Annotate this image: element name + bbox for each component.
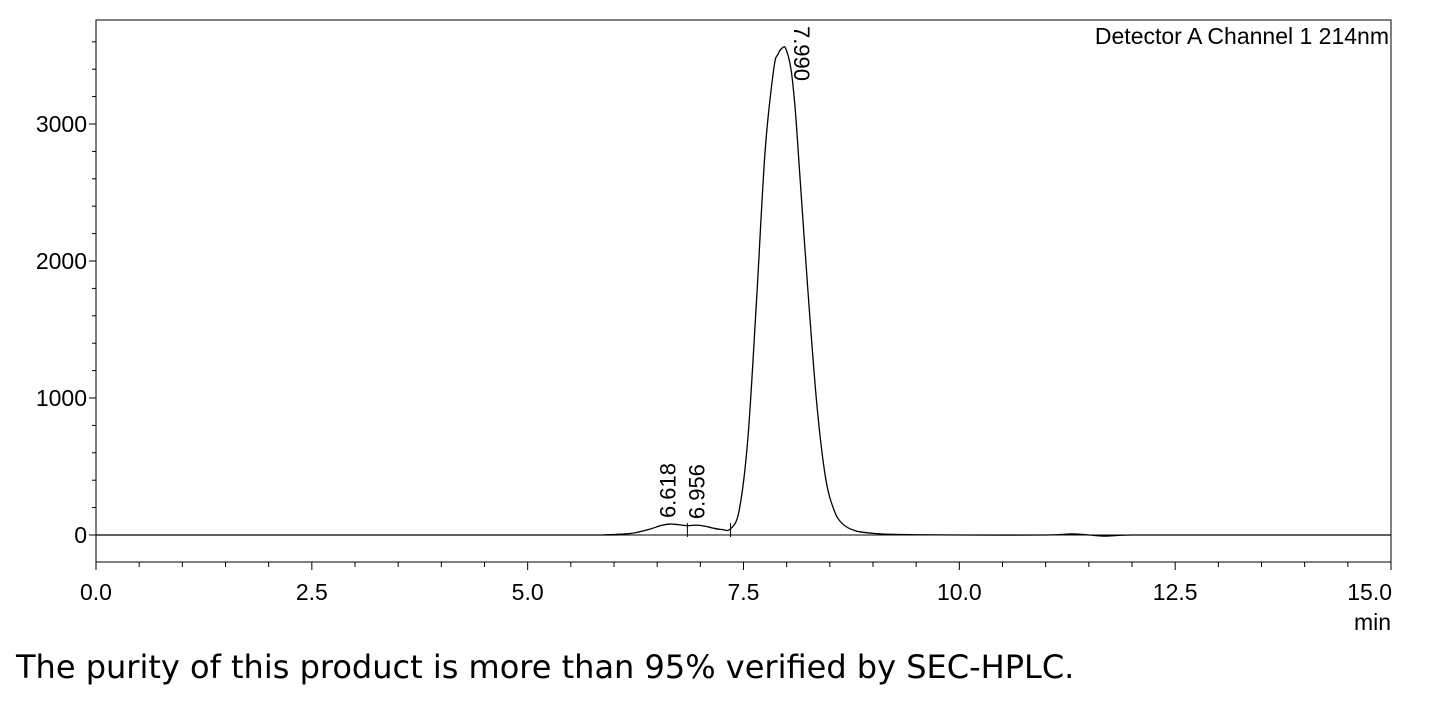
x-tick-label: 5.0: [512, 579, 544, 605]
y-tick-label: 3000: [36, 111, 87, 137]
peak-retention-label: 6.618: [655, 463, 680, 518]
y-tick-label: 1000: [36, 385, 87, 411]
baseline-markers: [686, 523, 732, 537]
peak-retention-label: 6.956: [685, 464, 710, 519]
legend-label: Detector A Channel 1 214nm: [1095, 23, 1389, 49]
y-tick-label: 0: [74, 522, 87, 548]
x-tick-label: 7.5: [728, 579, 760, 605]
x-tick-label: 15.0: [1347, 579, 1392, 605]
peak-retention-label: 7.990: [789, 26, 814, 81]
peak-labels: 6.618 6.956 7.990: [655, 26, 813, 519]
x-tick-label: 10.0: [937, 579, 982, 605]
chromatogram-chart: 0 1000 2000 3000 0.0 2.5 5.0 7.5 10.0 12.5 15.0 6…: [36, 19, 1392, 635]
chromatogram-trace: [95, 45, 1391, 537]
purity-caption: The purity of this product is more than …: [16, 648, 1075, 686]
y-axis: 0 1000 2000 3000: [36, 41, 96, 548]
x-tick-label: 12.5: [1153, 579, 1198, 605]
x-tick-label: 2.5: [296, 579, 328, 605]
x-axis: 0.0 2.5 5.0 7.5 10.0 12.5 15.0: [80, 562, 1392, 605]
y-tick-label: 2000: [36, 248, 87, 274]
x-tick-label: 0.0: [80, 579, 112, 605]
x-axis-unit-label: min: [1354, 609, 1391, 635]
